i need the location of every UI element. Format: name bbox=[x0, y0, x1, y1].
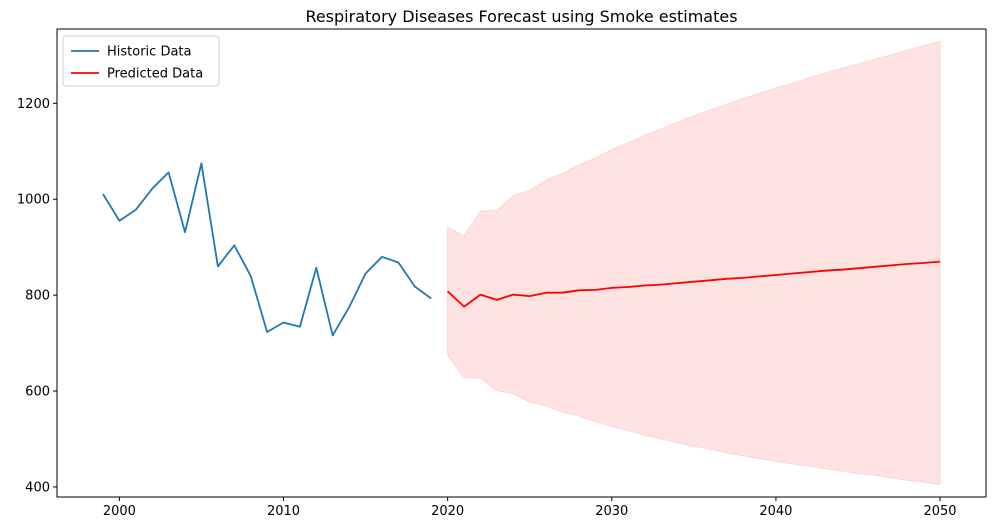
chart-title: Respiratory Diseases Forecast using Smok… bbox=[305, 7, 737, 26]
x-tick-label: 2020 bbox=[431, 504, 464, 519]
legend-label: Predicted Data bbox=[107, 67, 203, 82]
y-tick-label: 1200 bbox=[17, 97, 50, 112]
x-tick-label: 2000 bbox=[103, 504, 136, 519]
legend-box bbox=[62, 35, 220, 87]
legend: Historic Data Predicted Data bbox=[62, 35, 220, 87]
x-tick-label: 2010 bbox=[267, 504, 300, 519]
y-tick-label: 800 bbox=[25, 289, 50, 304]
axes: 2000 2010 2020 2030 2040 2050 400 600 800 1000 120… bbox=[17, 28, 987, 519]
axes-frame bbox=[56, 28, 987, 498]
series-line-historic bbox=[102, 162, 432, 337]
x-tick-label: 2030 bbox=[595, 504, 628, 519]
series-line-predicted bbox=[446, 260, 941, 308]
x-tick-label: 2040 bbox=[759, 504, 792, 519]
y-tick-label: 1000 bbox=[17, 193, 50, 208]
x-tick-label: 2050 bbox=[923, 504, 956, 519]
confidence-band bbox=[447, 40, 941, 486]
plot-area bbox=[102, 40, 941, 486]
y-tick-label: 600 bbox=[25, 385, 50, 400]
legend-label: Historic Data bbox=[107, 45, 192, 60]
y-tick-label: 400 bbox=[25, 480, 50, 495]
